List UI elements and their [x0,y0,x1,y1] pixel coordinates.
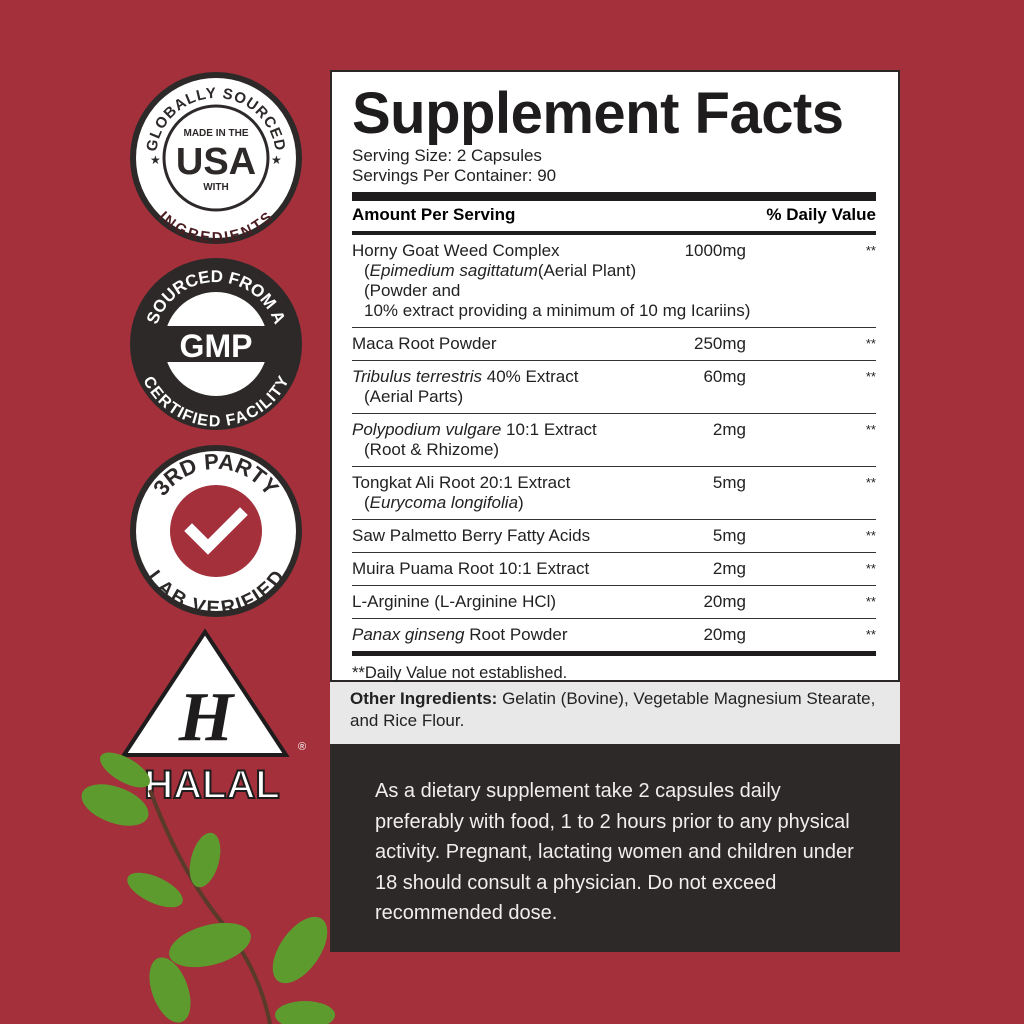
ingredient-row: Saw Palmetto Berry Fatty Acids 5mg ** [352,520,876,553]
ingredient-name: Tribulus terrestris 40% Extract (Aerial P… [352,367,579,406]
daily-value: ** [865,627,876,642]
svg-text:®: ® [298,741,306,753]
daily-value: ** [865,475,876,490]
ingredient-row: Polypodium vulgare 10:1 Extract (Root & R… [352,414,876,467]
daily-value: ** [865,594,876,609]
facts-title: Supplement Facts [352,81,844,146]
daily-value: ** [865,422,876,437]
svg-text:GMP: GMP [180,328,253,364]
made-in-usa-badge: GLOBALLY SOURCED INGREDIENTS MADE IN THE… [130,72,302,246]
supplement-facts-panel: Supplement Facts Serving Size: 2 Capsule… [330,70,900,682]
checkmark-icon [184,507,248,555]
ingredient-amount: 5mg [712,473,746,492]
ingredient-amount: 20mg [703,592,746,611]
svg-text:WITH: WITH [203,182,229,193]
ingredient-name: L-Arginine (L-Arginine HCl) [352,592,557,611]
ingredient-row: L-Arginine (L-Arginine HCl) 20mg ** [352,586,876,619]
ingredient-row: Tongkat Ali Root 20:1 Extract (Eurycoma l… [352,467,876,520]
daily-value: ** [865,561,876,576]
svg-text:MADE IN THE: MADE IN THE [184,128,249,139]
ingredient-name: Tongkat Ali Root 20:1 Extract (Eurycoma l… [352,473,571,512]
daily-value: ** [865,336,876,351]
halal-logo: H ® HALAL [120,628,306,808]
gmp-badge: SOURCED FROM A CERTIFIED FACILITY GMP [130,258,302,430]
ingredient-row: Panax ginseng Root Powder 20mg ** [352,619,876,656]
other-ingredients: Other Ingredients: Gelatin (Bovine), Veg… [330,682,900,744]
leaf-branch-illustration [81,752,335,1024]
ingredient-amount: 2mg [712,559,746,578]
lab-verified-badge: 3RD PARTY LAB VERIFIED [130,445,302,619]
ingredient-row: Maca Root Powder 250mg ** [352,328,876,361]
ingredient-name: Panax ginseng Root Powder [352,625,568,644]
ingredient-row: Tribulus terrestris 40% Extract (Aerial P… [352,361,876,414]
ingredient-name: Maca Root Powder [352,334,497,353]
ingredient-row: Horny Goat Weed Complex (Epimedium sagitt… [352,235,876,328]
svg-text:H: H [178,679,236,756]
daily-value: ** [865,528,876,543]
ingredient-name: Saw Palmetto Berry Fatty Acids [352,526,591,545]
daily-value: ** [865,243,876,258]
facts-header: Amount Per Serving % Daily Value [352,201,876,235]
ingredient-name: Polypodium vulgare 10:1 Extract (Root & R… [352,420,597,459]
ingredient-amount: 1000mg [684,241,746,260]
ingredient-amount: 250mg [694,334,746,353]
ingredient-amount: 60mg [703,367,746,386]
svg-text:★: ★ [150,153,161,167]
ingredient-name: Muira Puama Root 10:1 Extract [352,559,590,578]
footnote: **Daily Value not established. [352,664,568,682]
ingredient-amount: 5mg [712,526,746,545]
directions: As a dietary supplement take 2 capsules … [330,744,900,952]
ingredient-row: Muira Puama Root 10:1 Extract 2mg ** [352,553,876,586]
daily-value: ** [865,369,876,384]
ingredient-name: Horny Goat Weed Complex (Epimedium sagitt… [352,241,751,320]
servings-per-container: Servings Per Container: 90 [352,166,557,185]
svg-text:USA: USA [176,141,256,183]
svg-text:HALAL: HALAL [144,763,280,807]
ingredient-amount: 2mg [712,420,746,439]
svg-text:★: ★ [271,153,282,167]
ingredient-amount: 20mg [703,625,746,644]
serving-size: Serving Size: 2 Capsules [352,146,542,165]
divider [352,192,876,201]
